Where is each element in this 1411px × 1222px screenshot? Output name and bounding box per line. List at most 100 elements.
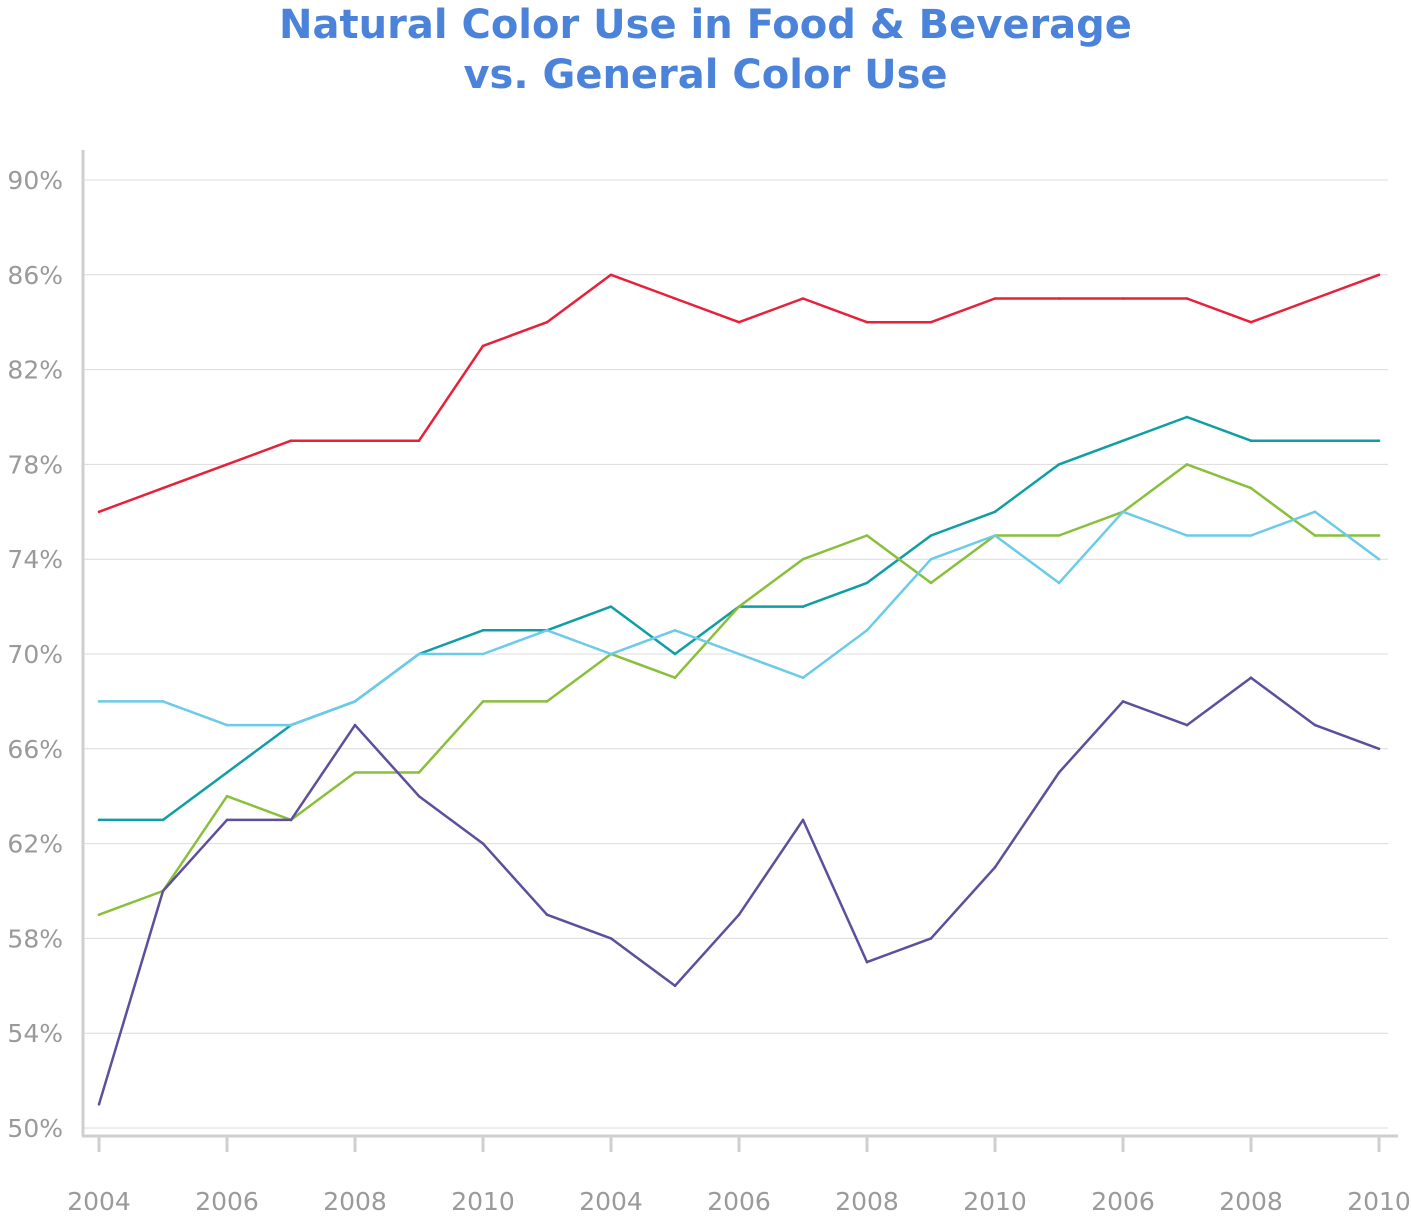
data-point	[481, 629, 485, 632]
data-point	[1313, 534, 1317, 537]
x-tick-label: 2008	[835, 1187, 899, 1216]
y-tick-label: 78%	[7, 450, 63, 479]
series-line-3	[98, 463, 1379, 916]
data-point	[1121, 439, 1125, 443]
data-point	[1249, 486, 1253, 490]
data-point	[993, 297, 997, 300]
data-point	[673, 652, 677, 656]
data-point	[1313, 510, 1317, 514]
data-point	[609, 937, 613, 940]
data-point	[353, 439, 357, 443]
x-tick-label: 2010	[963, 1187, 1027, 1216]
data-point	[1377, 273, 1381, 277]
data-point	[865, 581, 869, 585]
data-point	[737, 605, 741, 608]
data-point	[1121, 700, 1125, 703]
data-point	[1057, 297, 1061, 300]
data-point	[161, 818, 165, 822]
data-point	[1185, 723, 1189, 727]
data-point	[1377, 557, 1381, 561]
data-point	[545, 629, 549, 632]
data-point	[97, 1103, 101, 1106]
data-point	[353, 723, 357, 727]
data-point	[353, 771, 357, 774]
data-point	[1249, 534, 1253, 537]
data-point	[545, 913, 549, 916]
data-point	[1185, 534, 1189, 537]
data-point	[865, 534, 869, 537]
data-point	[289, 439, 293, 443]
series-line-5	[97, 676, 1380, 1105]
data-point	[865, 960, 869, 964]
data-point	[1313, 439, 1317, 443]
y-tick-label: 82%	[7, 356, 63, 385]
data-point	[1121, 510, 1125, 514]
y-tick-label: 90%	[7, 166, 63, 195]
y-tick-label: 74%	[7, 545, 63, 574]
data-point	[481, 344, 485, 348]
y-tick-label: 58%	[7, 924, 63, 953]
data-point	[929, 937, 933, 940]
data-point	[161, 486, 165, 490]
data-point	[1057, 771, 1061, 774]
y-tick-label: 66%	[7, 735, 63, 764]
data-point	[609, 652, 613, 656]
data-point	[865, 320, 869, 324]
data-point	[545, 700, 549, 703]
y-tick-label: 70%	[7, 640, 63, 669]
x-tick-label: 2006	[1091, 1187, 1155, 1216]
data-point	[1185, 297, 1189, 300]
data-point	[801, 605, 805, 608]
data-point	[97, 510, 101, 514]
x-tick-label: 2004	[67, 1187, 131, 1216]
data-point	[161, 889, 165, 893]
data-point	[545, 320, 549, 324]
data-point	[609, 605, 613, 608]
data-point	[225, 794, 229, 798]
x-tick-label: 2006	[195, 1187, 259, 1216]
data-point	[97, 818, 101, 822]
data-point	[929, 320, 933, 324]
data-point	[353, 700, 357, 703]
data-point	[1185, 463, 1189, 466]
series-line-2	[99, 415, 1379, 822]
data-point	[929, 557, 933, 561]
data-point	[161, 700, 165, 703]
data-point	[225, 771, 229, 774]
y-tick-label: 50%	[7, 1114, 63, 1143]
y-tick-label: 54%	[7, 1019, 63, 1048]
x-tick-label: 2006	[707, 1187, 771, 1216]
data-point	[993, 866, 997, 869]
data-point	[673, 629, 677, 632]
data-point	[1057, 463, 1061, 466]
x-tick-label: 2008	[323, 1187, 387, 1216]
data-point	[1249, 676, 1253, 679]
data-point	[97, 700, 101, 703]
data-point	[481, 842, 485, 845]
data-point	[929, 581, 933, 585]
data-point	[417, 771, 421, 774]
x-tick-label: 2010	[451, 1187, 515, 1216]
data-point	[97, 913, 101, 916]
chart-title: Natural Color Use in Food & Beverage vs.…	[0, 0, 1411, 100]
data-point	[673, 676, 677, 679]
data-point	[225, 463, 229, 466]
data-point	[737, 913, 741, 916]
data-point	[929, 534, 933, 537]
data-point	[673, 297, 677, 300]
data-point	[289, 818, 293, 822]
data-point	[417, 439, 421, 443]
data-point	[1313, 723, 1317, 727]
data-point	[1057, 581, 1061, 585]
series-line-1	[98, 273, 1380, 513]
chart-title-line-2: vs. General Color Use	[463, 52, 948, 98]
chart-title-line-1: Natural Color Use in Food & Beverage	[279, 2, 1132, 48]
data-point	[801, 676, 805, 679]
data-point	[865, 629, 869, 632]
data-point	[1377, 439, 1381, 443]
data-point	[481, 700, 485, 703]
data-point	[289, 723, 293, 727]
data-point	[1377, 534, 1381, 537]
data-point	[673, 984, 677, 988]
